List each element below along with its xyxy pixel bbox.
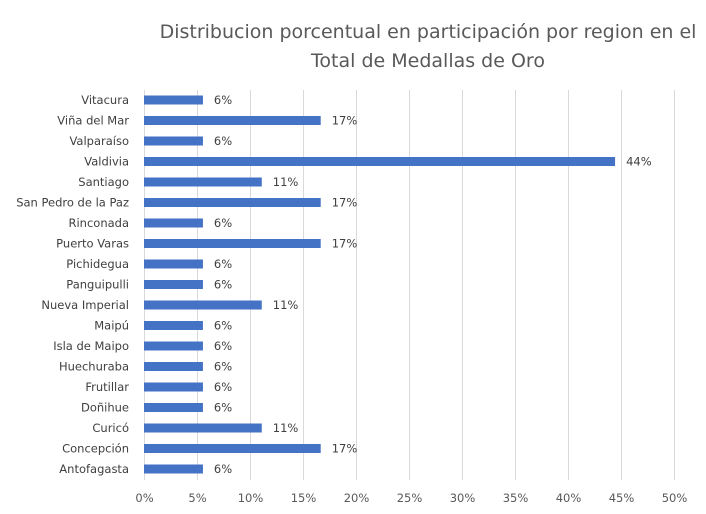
bar [144, 177, 262, 187]
bar [144, 280, 203, 289]
category-label: Valdivia [84, 155, 129, 169]
data-label: 6% [214, 462, 232, 476]
bar [144, 239, 321, 248]
x-tick-label: 20% [344, 491, 370, 505]
category-label: Pichidegua [66, 257, 129, 271]
category-label: Rinconada [68, 216, 129, 230]
category-label: Frutillar [85, 380, 129, 394]
data-label: 6% [214, 278, 232, 292]
data-label: 11% [273, 175, 299, 189]
data-label: 17% [332, 114, 358, 128]
chart-title-line-1: Distribucion porcentual en participación… [159, 21, 697, 43]
bar [144, 362, 203, 371]
category-label: Valparaíso [69, 134, 129, 148]
x-tick-label: 35% [503, 491, 529, 505]
x-tick-label: 15% [291, 491, 317, 505]
x-tick-label: 45% [609, 491, 635, 505]
bar [144, 198, 321, 207]
bar [144, 382, 203, 392]
data-label: 44% [626, 155, 652, 169]
bar [144, 136, 203, 146]
category-label: Isla de Maipo [53, 339, 129, 353]
data-label: 17% [332, 442, 358, 456]
data-label: 6% [214, 380, 232, 394]
x-tick-label: 30% [450, 491, 476, 505]
x-tick-label: 25% [397, 491, 423, 505]
data-label: 6% [214, 93, 232, 107]
category-label: Huechuraba [59, 360, 129, 374]
category-label: Antofagasta [59, 462, 129, 476]
gridlines [144, 90, 675, 480]
data-label: 11% [273, 421, 299, 435]
x-tick-label: 10% [238, 491, 264, 505]
category-label: Curicó [92, 421, 129, 435]
bar [144, 444, 321, 453]
category-label: Nueva Imperial [41, 298, 129, 312]
data-label: 6% [214, 360, 232, 374]
data-label: 6% [214, 339, 232, 353]
x-tick-label: 5% [188, 491, 206, 505]
bar [144, 116, 321, 125]
bar [144, 423, 262, 433]
bar [144, 403, 203, 412]
x-tick-label: 50% [662, 491, 688, 505]
category-label: Santiago [78, 175, 129, 189]
x-tick-label: 0% [135, 491, 153, 505]
category-label: Panguipulli [66, 278, 129, 292]
bar [144, 95, 203, 105]
category-label: San Pedro de la Paz [16, 196, 129, 210]
bar [144, 464, 203, 474]
x-tick-labels: 0% 5% 10% 15% 20% 25% 30% 35% 40% 45% 50% [135, 491, 687, 505]
data-label: 6% [214, 216, 232, 230]
chart-title: Distribucion porcentual en participación… [150, 18, 706, 76]
data-label: 6% [214, 134, 232, 148]
data-label: 11% [273, 298, 299, 312]
bar [144, 259, 203, 269]
x-tick-label: 40% [556, 491, 582, 505]
data-label: 17% [332, 237, 358, 251]
data-label: 6% [214, 257, 232, 271]
category-label: Puerto Varas [56, 237, 129, 251]
category-labels: Vitacura Viña del Mar Valparaíso Valdivia Sa… [16, 93, 129, 476]
category-label: Viña del Mar [57, 114, 129, 128]
data-label: 6% [214, 401, 232, 415]
bar [144, 218, 203, 228]
bar [144, 341, 203, 351]
data-labels: 6% 17% 6% 44% 11% 17% 6% 17% 6% 6% 11% 6% 6% 6% 6% 6% 11… [214, 93, 652, 476]
bar [144, 321, 203, 330]
bar [144, 300, 262, 310]
category-label: Vitacura [81, 93, 129, 107]
bars [144, 95, 616, 474]
data-label: 17% [332, 196, 358, 210]
data-label: 6% [214, 319, 232, 333]
category-label: Maipú [94, 319, 129, 333]
category-label: Concepción [62, 442, 129, 456]
bar [144, 157, 616, 166]
category-label: Doñihue [81, 401, 129, 415]
chart-title-line-2: Total de Medallas de Oro [311, 50, 545, 72]
